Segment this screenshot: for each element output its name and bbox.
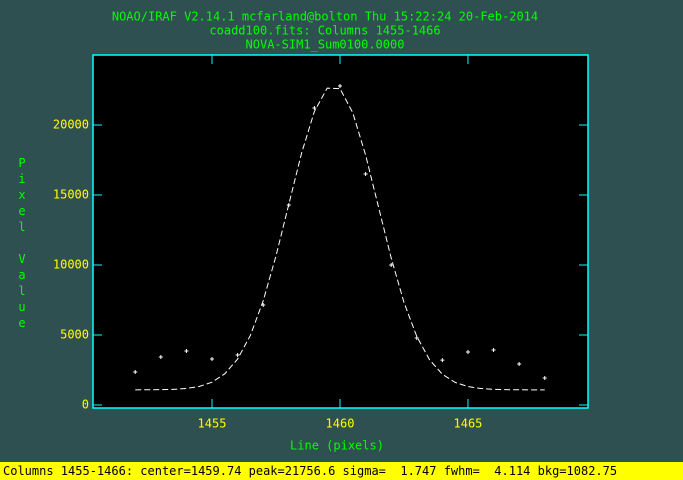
y-tick-label: 15000 [53,188,89,202]
x-axis-label: Line (pixels) [290,439,384,453]
data-point [440,358,445,363]
x-tick-label: 1460 [326,417,355,431]
data-point [184,348,189,353]
data-point [363,172,368,177]
fit-line [135,87,545,391]
y-tick-label: 10000 [53,258,89,272]
y-axis-label: Pixel Value [15,156,29,332]
x-tick-label: 1465 [454,417,483,431]
data-point [235,353,240,358]
title-line: NOVA-SIM1_Sum0100.0000 [246,38,405,52]
data-point [389,263,394,268]
chart: NOAO/IRAF V2.14.1 mcfarland@bolton Thu 1… [53,10,589,453]
status-bar: Columns 1455-1466: center=1459.74 peak=2… [0,462,683,480]
y-tick-label: 0 [82,398,89,412]
data-point [158,354,163,359]
y-tick-label: 20000 [53,118,89,132]
data-point [210,356,215,361]
data-point [414,335,419,340]
title-line: NOAO/IRAF V2.14.1 mcfarland@bolton Thu 1… [112,10,538,24]
data-point [337,83,342,88]
y-tick-label: 5000 [60,328,89,342]
data-point [133,369,138,374]
data-point [517,361,522,366]
data-point [491,347,496,352]
data-point [542,375,547,380]
data-point [312,106,317,111]
title-line: coadd100.fits: Columns 1455-1466 [209,24,440,38]
data-point [465,349,470,354]
plot-frame [92,54,589,409]
x-tick-label: 1455 [198,417,227,431]
